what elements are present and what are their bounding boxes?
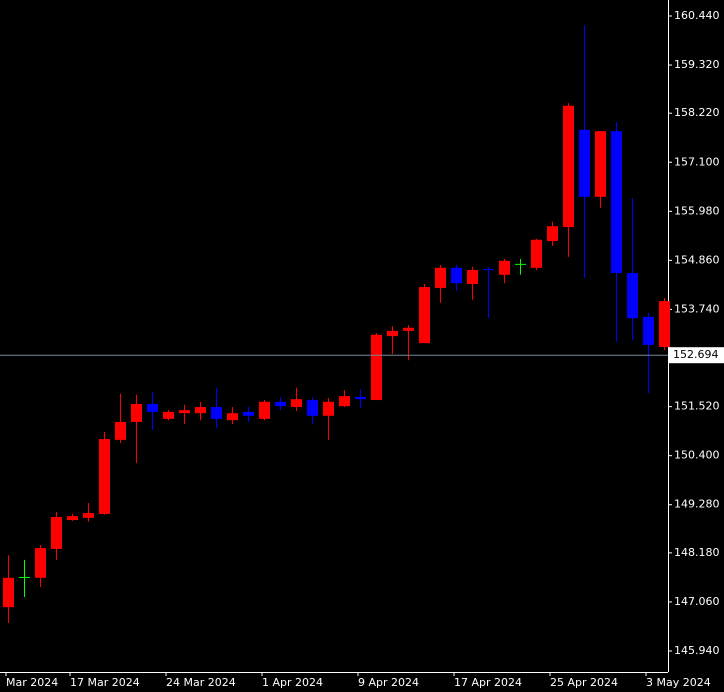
candle-body [259,401,270,419]
candle-body [579,129,590,197]
x-tick-label: 3 May 2024 [646,676,711,689]
candle-body [467,269,478,284]
candle-body [435,267,446,288]
candle-body [3,577,14,608]
y-tick-label: 149.280 [674,498,720,511]
candle-body [115,421,126,440]
candle-body [627,273,638,319]
candle-body [643,316,654,345]
candle-body [51,516,62,549]
x-tick-label: 24 Mar 2024 [166,676,236,689]
x-tick-label: 17 Mar 2024 [70,676,140,689]
x-tick-label: Mar 2024 [6,676,58,689]
candle-body [323,401,334,416]
y-tick-label: 151.520 [674,400,720,413]
candle-body [659,301,670,348]
candle-body [339,396,350,407]
candle-body [515,263,526,265]
y-tick-label: 155.980 [674,204,720,217]
y-tick-label: 145.940 [674,644,720,657]
candle-body [547,226,558,242]
candle-body [275,401,286,407]
candle-body [563,105,574,228]
candle-body [147,403,158,412]
candle-body [403,327,414,331]
y-tick-label: 147.060 [674,595,720,608]
x-tick-label: 17 Apr 2024 [454,676,522,689]
candle-body [307,400,318,416]
candle-body [179,410,190,414]
candle-body [83,513,94,518]
candle-body [595,131,606,197]
candle-body [387,330,398,337]
candle-body [499,260,510,275]
candle-body [131,403,142,422]
candle-body [531,239,542,268]
candle-body [355,396,366,400]
y-tick-label: 160.440 [674,9,720,22]
candle-body [163,411,174,419]
current-price-label: 152.694 [673,348,719,361]
y-tick-label: 157.100 [674,155,720,168]
candle-body [195,407,206,414]
x-tick-label: 25 Apr 2024 [550,676,618,689]
x-tick-label: 9 Apr 2024 [358,676,419,689]
y-tick-label: 153.740 [674,302,720,315]
candle-body [611,131,622,274]
candle-body [291,399,302,408]
candle-body [67,516,78,521]
candle-body [19,576,30,578]
candle-body [371,334,382,401]
y-tick-label: 148.180 [674,546,720,559]
candle-body [99,439,110,514]
candle-body [227,413,238,421]
y-tick-label: 150.400 [674,449,720,462]
y-tick-label: 159.320 [674,58,720,71]
candle-body [419,287,430,344]
current-price-box [669,347,724,364]
x-tick-label: 1 Apr 2024 [262,676,323,689]
candle-body [243,411,254,416]
candle-body [483,269,494,271]
y-tick-label: 154.860 [674,253,720,266]
candle-body [35,548,46,578]
candle-body [451,267,462,284]
y-tick-label: 158.220 [674,106,720,119]
candle-body [211,407,222,419]
